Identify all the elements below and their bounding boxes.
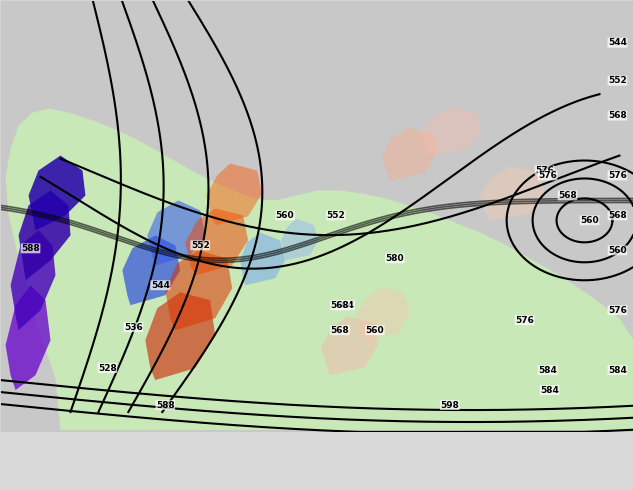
Polygon shape [206,164,262,225]
Polygon shape [29,155,86,230]
Polygon shape [480,167,545,220]
Polygon shape [240,232,285,285]
Text: 588: 588 [21,244,40,253]
Text: 560: 560 [608,246,627,255]
Polygon shape [280,305,420,430]
Text: -6: -6 [94,459,108,471]
Text: 2: 2 [176,459,183,471]
Text: 544: 544 [151,281,170,290]
Text: 6: 6 [228,459,235,471]
Text: Tu 04-06-2024 18:00 UTC (12+126): Tu 04-06-2024 18:00 UTC (12+126) [402,444,630,457]
Text: (K/6h): (K/6h) [4,459,47,471]
Text: 544: 544 [608,38,627,47]
Polygon shape [356,287,410,340]
Text: T-Adv. 500 hPa  ECMWF: T-Adv. 500 hPa ECMWF [4,444,153,457]
Text: 528: 528 [98,364,117,372]
Text: 552: 552 [191,241,210,250]
Polygon shape [6,109,633,430]
Text: 584: 584 [608,366,627,375]
Polygon shape [18,191,70,280]
Text: 576: 576 [608,171,627,180]
Polygon shape [421,107,482,155]
Text: 598: 598 [441,400,459,410]
Text: 560: 560 [276,211,294,220]
Text: -8: -8 [68,459,82,471]
Text: © weatheronline.co.uk: © weatheronline.co.uk [488,460,630,470]
Text: 588: 588 [156,400,174,410]
Text: -4: -4 [120,459,134,471]
Text: -2: -2 [146,459,160,471]
Polygon shape [382,127,437,180]
Text: 568: 568 [558,191,577,200]
Text: 576: 576 [535,166,554,175]
Polygon shape [122,235,180,305]
Text: 552: 552 [327,211,346,220]
Text: 576: 576 [538,171,557,180]
Polygon shape [281,219,318,260]
Text: 560: 560 [580,216,598,225]
Polygon shape [185,208,248,275]
Text: 576: 576 [608,306,627,315]
Text: 568: 568 [608,211,627,220]
Text: 584: 584 [540,386,559,394]
Polygon shape [1,1,633,432]
Text: 552: 552 [608,76,627,85]
Text: 564: 564 [335,301,354,310]
Text: 584: 584 [538,366,557,375]
Text: 580: 580 [385,254,404,263]
Text: 8: 8 [254,459,261,471]
Polygon shape [321,316,378,375]
Text: 536: 536 [124,323,143,332]
Polygon shape [11,230,56,330]
Text: 568: 568 [330,301,349,310]
Polygon shape [145,292,215,380]
Text: 568: 568 [330,326,349,335]
Polygon shape [6,285,51,390]
Polygon shape [165,250,232,330]
Text: 560: 560 [366,326,384,335]
Polygon shape [147,200,205,265]
Text: 576: 576 [515,316,534,325]
Text: 4: 4 [202,459,209,471]
Text: 568: 568 [608,111,627,120]
